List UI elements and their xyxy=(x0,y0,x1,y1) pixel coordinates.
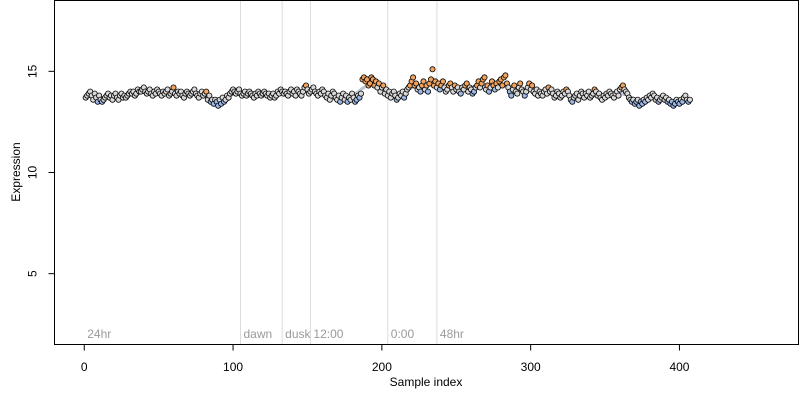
x-tick-label: 300 xyxy=(521,360,541,374)
data-point xyxy=(420,78,427,85)
data-point xyxy=(514,90,521,97)
data-point xyxy=(463,80,470,87)
region-label-0: 24hr xyxy=(87,327,111,341)
y-axis-title: Expression xyxy=(9,142,23,201)
data-point xyxy=(357,90,364,97)
region-label-3: 12:00 xyxy=(313,327,343,341)
x-tick-label: 200 xyxy=(372,360,392,374)
y-tick-label: 10 xyxy=(26,166,40,180)
region-label-5: 48hr xyxy=(440,327,464,341)
data-point xyxy=(615,92,622,99)
data-point xyxy=(481,74,488,81)
plot-frame xyxy=(54,0,799,345)
data-points xyxy=(82,66,693,109)
region-labels: 24hr dawn dusk 12:00 0:00 48hr xyxy=(87,327,464,341)
region-label-2: dusk xyxy=(285,327,311,341)
data-point xyxy=(502,72,509,79)
data-point xyxy=(457,90,464,97)
y-tick-label: 5 xyxy=(26,270,40,277)
data-point xyxy=(429,66,436,73)
data-point xyxy=(529,82,536,89)
data-point xyxy=(508,92,515,99)
data-point xyxy=(206,92,213,99)
x-tick-label: 100 xyxy=(223,360,243,374)
y-tick-label: 15 xyxy=(26,64,40,78)
x-tick-label: 400 xyxy=(669,360,689,374)
data-point xyxy=(170,84,177,91)
data-point xyxy=(203,88,210,95)
region-label-1: dawn xyxy=(244,327,273,341)
region-boundary-lines xyxy=(240,0,438,345)
data-point xyxy=(686,96,693,103)
x-tick-label: 0 xyxy=(81,360,88,374)
data-point xyxy=(517,80,524,87)
data-point xyxy=(380,82,387,89)
data-point xyxy=(424,88,431,95)
data-point xyxy=(439,78,446,85)
data-point xyxy=(410,74,417,81)
x-axis-title: Sample index xyxy=(390,375,463,389)
region-label-4: 0:00 xyxy=(391,327,415,341)
data-point xyxy=(413,80,420,87)
axes: 0 100 200 300 400 5 10 15 xyxy=(26,64,690,374)
